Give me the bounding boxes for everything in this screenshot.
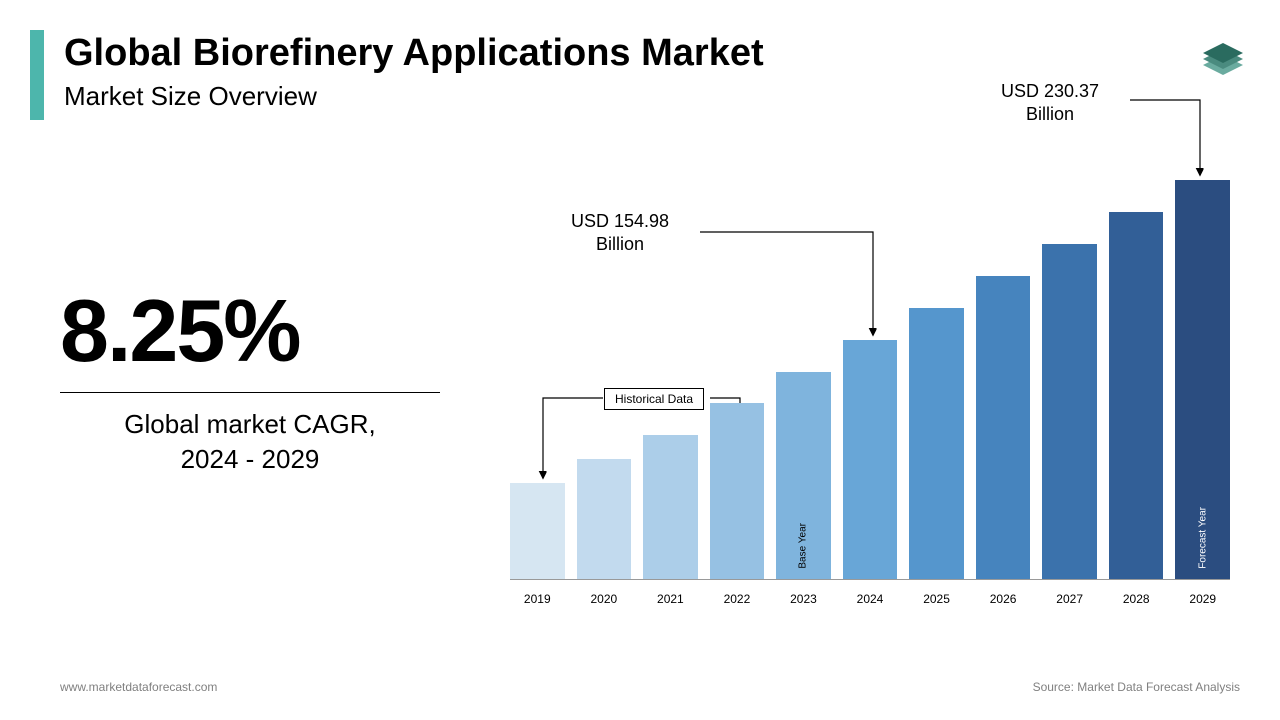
historical-label-box: Historical Data (604, 388, 704, 410)
footer-source-url: www.marketdataforecast.com (60, 680, 217, 694)
forecast-year-label: Forecast Year (1197, 507, 1208, 569)
accent-bar (30, 30, 44, 120)
bar-2023: Base Year (776, 372, 831, 579)
bar-2028 (1109, 212, 1164, 579)
footer-source-text: Source: Market Data Forecast Analysis (1033, 680, 1240, 694)
callout-forecast-value: USD 230.37 (1001, 81, 1099, 101)
x-label-2020: 2020 (577, 592, 632, 606)
page-title: Global Biorefinery Applications Market (64, 32, 764, 75)
cagr-block: 8.25% Global market CAGR, 2024 - 2029 (60, 280, 440, 477)
callout-forecast-unit: Billion (1026, 104, 1074, 124)
page-subtitle: Market Size Overview (64, 81, 764, 112)
divider (60, 392, 440, 393)
x-label-2024: 2024 (843, 592, 898, 606)
bar-2021 (643, 435, 698, 579)
cagr-label-1: Global market CAGR, (124, 409, 375, 439)
x-label-2029: 2029 (1175, 592, 1230, 606)
cagr-label-2: 2024 - 2029 (181, 444, 320, 474)
x-label-2028: 2028 (1109, 592, 1164, 606)
bar-2020 (577, 459, 632, 579)
bar-2026 (976, 276, 1031, 579)
x-label-2019: 2019 (510, 592, 565, 606)
x-label-2025: 2025 (909, 592, 964, 606)
cagr-label: Global market CAGR, 2024 - 2029 (60, 407, 440, 477)
x-label-2026: 2026 (976, 592, 1031, 606)
cagr-value: 8.25% (60, 280, 440, 382)
header: Global Biorefinery Applications Market M… (30, 30, 764, 120)
bar-2019 (510, 483, 565, 579)
x-label-2021: 2021 (643, 592, 698, 606)
brand-logo-icon (1196, 30, 1250, 84)
bar-2022 (710, 403, 765, 579)
x-label-2023: 2023 (776, 592, 831, 606)
bar-2024 (843, 340, 898, 579)
callout-forecast: USD 230.37 Billion (970, 80, 1130, 127)
x-label-2027: 2027 (1042, 592, 1097, 606)
title-block: Global Biorefinery Applications Market M… (64, 30, 764, 112)
bars-container: Base Year Forecast Year (510, 180, 1230, 580)
bar-2027 (1042, 244, 1097, 579)
bar-2029: Forecast Year (1175, 180, 1230, 579)
bar-2025 (909, 308, 964, 579)
x-axis-labels: 2019 2020 2021 2022 2023 2024 2025 2026 2027 2028… (510, 592, 1230, 606)
base-year-label: Base Year (798, 523, 809, 569)
x-label-2022: 2022 (710, 592, 765, 606)
